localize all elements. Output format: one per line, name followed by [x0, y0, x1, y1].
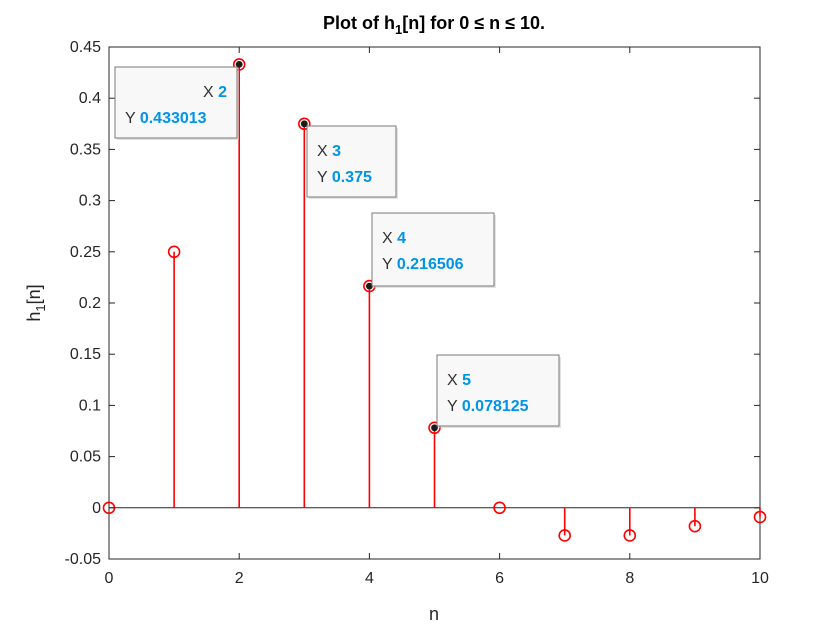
datatip-x-value: 2 — [218, 84, 227, 101]
datatip-marker[interactable] — [366, 282, 373, 290]
datatip[interactable]: X 4Y 0.216506 — [371, 212, 496, 288]
x-tick-label: 10 — [751, 570, 769, 587]
datatip-y-label: Y — [125, 110, 140, 127]
ylabel-sub: 1 — [33, 304, 48, 311]
datatip[interactable]: X 2 Y 0.433013 — [114, 66, 239, 140]
stem-marker[interactable] — [623, 529, 637, 542]
stem-marker[interactable] — [232, 58, 246, 71]
chart-title: Plot of h1[n] for 0 ≤ n ≤ 10. — [323, 13, 545, 37]
y-tick-label: 0.45 — [70, 39, 101, 56]
datatip-marker[interactable] — [300, 120, 308, 128]
y-tick-label: 0.3 — [79, 193, 101, 210]
datatip[interactable]: X 3Y 0.375 — [306, 125, 398, 199]
ylabel-post: [n] — [24, 284, 44, 304]
datatip-x-line: X 4 — [382, 230, 406, 247]
x-tick-label: 8 — [625, 570, 634, 587]
datatip-x-label: X — [203, 84, 218, 101]
datatip-y-line: Y 0.375 — [317, 169, 372, 186]
datatip-x-line: X 5 — [447, 372, 471, 389]
datatip-y-line: Y 0.216506 — [382, 256, 464, 273]
datatip-box — [306, 125, 397, 198]
datatip-x-label: X — [447, 372, 462, 389]
x-tick-label: 4 — [365, 570, 374, 587]
datatip-x-value: 3 — [332, 143, 341, 160]
stem-marker[interactable] — [493, 501, 506, 515]
datatip-y-line: Y 0.433013 — [125, 110, 207, 127]
y-tick-label: 0.1 — [79, 397, 101, 414]
datatip-x-line: X 3 — [317, 143, 341, 160]
datatip-y-label: Y — [382, 256, 397, 273]
datatip-x-line: X 2 — [203, 84, 227, 101]
x-axis-label: n — [429, 604, 439, 624]
stem-marker[interactable] — [753, 510, 767, 524]
datatip-x-value: 4 — [397, 230, 406, 247]
y-tick-label: 0.15 — [70, 346, 101, 363]
datatip-y-value: 0.375 — [332, 169, 372, 186]
y-tick-label: -0.05 — [65, 551, 102, 568]
y-axis-label: h1[n] — [24, 284, 48, 321]
datatip-y-value: 0.433013 — [140, 110, 207, 127]
stem-marker[interactable] — [558, 529, 572, 542]
stem-marker[interactable] — [297, 117, 311, 131]
x-tick-label: 2 — [235, 570, 244, 587]
y-tick-label: 0.05 — [70, 449, 101, 466]
datatip-x-label: X — [317, 143, 332, 160]
datatip-y-value: 0.078125 — [462, 398, 529, 415]
datatip-x-value: 5 — [462, 372, 471, 389]
y-tick-label: 0.2 — [79, 295, 101, 312]
x-tick-label: 6 — [495, 570, 504, 587]
ylabel-base: h — [24, 312, 44, 322]
datatip-marker[interactable] — [235, 60, 243, 68]
title-sub: 1 — [395, 22, 402, 37]
y-tick-label: 0.4 — [79, 90, 101, 107]
datatip[interactable]: X 5Y 0.078125 — [436, 354, 561, 428]
datatip-y-value: 0.216506 — [397, 256, 464, 273]
datatip-box — [371, 212, 495, 287]
x-tick-label: 0 — [105, 570, 114, 587]
y-tick-label: 0.35 — [70, 141, 101, 158]
datatip-y-label: Y — [317, 169, 332, 186]
datatip-y-label: Y — [447, 398, 462, 415]
datatip-x-label: X — [382, 230, 397, 247]
stem-marker[interactable] — [167, 245, 181, 259]
title-pre: Plot of h — [323, 13, 395, 33]
datatip-marker[interactable] — [431, 424, 438, 432]
datatip-y-line: Y 0.078125 — [447, 398, 529, 415]
datatip-box — [436, 354, 560, 427]
stem-marker[interactable] — [688, 519, 702, 533]
y-tick-label: 0 — [92, 500, 101, 517]
datatip-box — [114, 66, 238, 139]
y-tick-label: 0.25 — [70, 244, 101, 261]
title-post: [n] for 0 ≤ n ≤ 10. — [402, 13, 545, 33]
